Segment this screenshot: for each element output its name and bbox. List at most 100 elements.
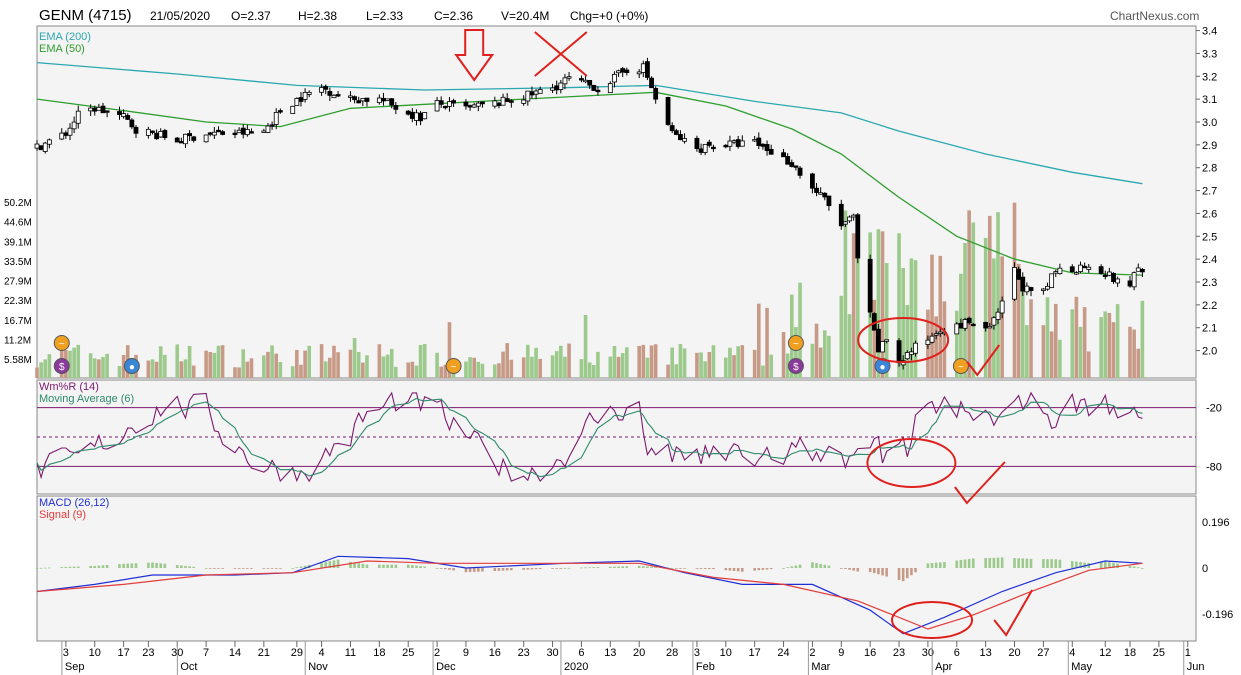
candle-body bbox=[909, 351, 914, 355]
volume-bar bbox=[204, 350, 208, 378]
macd-histogram-bar bbox=[48, 567, 51, 569]
macd-histogram-bar bbox=[839, 568, 843, 569]
macd-histogram-bar bbox=[872, 568, 876, 574]
volume-bar bbox=[674, 364, 679, 378]
volume-bar bbox=[579, 359, 584, 378]
volume-bar bbox=[1111, 322, 1116, 378]
volume-bar bbox=[752, 349, 757, 378]
candle-body bbox=[764, 144, 770, 151]
volume-bar bbox=[262, 355, 266, 378]
candle-body bbox=[682, 138, 687, 142]
volume-bar bbox=[728, 347, 732, 378]
macd-histogram-bar bbox=[769, 568, 773, 570]
macd-histogram-bar bbox=[382, 564, 385, 568]
macd-histogram-bar bbox=[728, 568, 732, 571]
candle-body bbox=[966, 317, 972, 324]
volume-bar bbox=[559, 345, 563, 378]
volume-bar bbox=[278, 362, 283, 378]
volume-bar bbox=[934, 316, 938, 378]
macd-histogram-bar bbox=[1116, 563, 1119, 568]
candle-body bbox=[529, 91, 535, 96]
volume-bar bbox=[592, 364, 596, 378]
volume-bar bbox=[1086, 351, 1091, 378]
volume-bar bbox=[175, 344, 180, 378]
volume-bar bbox=[596, 351, 600, 378]
volume-bar bbox=[855, 224, 860, 378]
candle-body bbox=[393, 105, 399, 110]
month-label: Nov bbox=[308, 661, 328, 673]
month-label: May bbox=[1071, 661, 1092, 673]
macd-histogram-bar bbox=[1132, 566, 1136, 568]
macd-histogram-bar bbox=[1042, 559, 1045, 568]
alert-bell-icon bbox=[123, 358, 140, 374]
volume-bar bbox=[356, 351, 361, 378]
volume-bar bbox=[435, 352, 439, 378]
volume-bar bbox=[608, 356, 613, 378]
candle-body bbox=[162, 130, 168, 138]
macd-histogram-bar bbox=[435, 568, 439, 569]
candle-body bbox=[987, 326, 993, 329]
candle-body bbox=[500, 96, 506, 106]
candle-body bbox=[174, 137, 180, 143]
volume-bar bbox=[1103, 311, 1108, 378]
macd-histogram-bar bbox=[926, 563, 930, 568]
volume-bar bbox=[963, 242, 967, 378]
volume-readout: V=20.4M bbox=[501, 9, 550, 23]
volume-bar bbox=[163, 354, 167, 378]
macd-histogram-bar bbox=[357, 563, 361, 568]
volume-bar bbox=[534, 347, 538, 378]
volume-bar bbox=[822, 330, 827, 378]
volume-bar bbox=[884, 263, 889, 378]
macd-histogram-bar bbox=[563, 568, 567, 569]
macd-histogram-bar bbox=[1029, 558, 1033, 568]
macd-histogram-bar bbox=[654, 566, 657, 568]
volume-bar bbox=[418, 345, 423, 378]
volume-bar bbox=[101, 356, 105, 378]
macd-histogram-bar bbox=[1070, 561, 1074, 568]
volume-bar bbox=[1020, 281, 1025, 378]
macd-histogram-bar bbox=[703, 568, 707, 569]
volume-bar bbox=[736, 346, 740, 378]
volume-bar bbox=[245, 361, 250, 378]
macd-histogram-bar bbox=[823, 564, 827, 568]
chart-event-icon bbox=[445, 358, 462, 374]
macd-histogram-bar bbox=[943, 562, 946, 568]
macd-histogram-bar bbox=[118, 564, 121, 568]
macd-histogram-bar bbox=[510, 568, 513, 571]
candle-body bbox=[669, 125, 675, 132]
volume-bar bbox=[699, 352, 703, 378]
volume-tick-label: 44.6M bbox=[4, 218, 32, 229]
candle-body bbox=[232, 132, 238, 136]
macd-histogram-bar bbox=[208, 568, 212, 569]
volume-bar bbox=[121, 354, 126, 378]
volume-bar bbox=[711, 345, 716, 378]
x-tick-label: 23 bbox=[518, 647, 530, 659]
candle-body bbox=[34, 143, 40, 149]
open-readout: O=2.37 bbox=[231, 9, 271, 23]
candle-body bbox=[673, 130, 679, 135]
volume-bar bbox=[480, 363, 485, 378]
williams-line bbox=[36, 391, 1143, 483]
macd-histogram-bar bbox=[790, 566, 794, 568]
volume-bar bbox=[1132, 329, 1136, 378]
candle-body bbox=[360, 98, 366, 102]
candle-body bbox=[46, 139, 52, 145]
candle-body bbox=[991, 317, 997, 326]
volume-bar bbox=[938, 255, 943, 378]
volume-bar bbox=[237, 367, 241, 378]
ema200-line bbox=[36, 61, 1143, 185]
candle-body bbox=[665, 97, 671, 125]
x-tick-label: 9 bbox=[838, 647, 844, 659]
macd-histogram-bar bbox=[130, 563, 134, 568]
x-tick-label: 6 bbox=[954, 647, 960, 659]
candle-body bbox=[554, 85, 560, 91]
x-tick-label: 16 bbox=[489, 647, 501, 659]
macd-histogram-bar bbox=[241, 568, 245, 569]
volume-bar bbox=[394, 366, 398, 378]
x-tick-label: 30 bbox=[922, 647, 934, 659]
candle-body bbox=[261, 130, 267, 133]
macd-histogram-bar bbox=[415, 565, 418, 568]
candle-body bbox=[269, 124, 275, 127]
volume-bar bbox=[274, 353, 279, 378]
